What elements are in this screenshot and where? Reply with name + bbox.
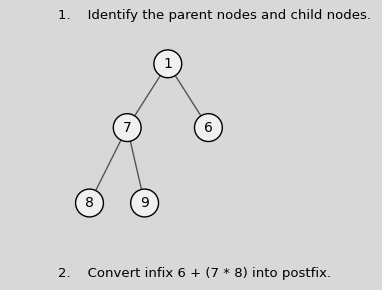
Text: 9: 9 <box>140 196 149 210</box>
Circle shape <box>76 189 104 217</box>
Text: 1.    Identify the parent nodes and child nodes.: 1. Identify the parent nodes and child n… <box>58 9 371 22</box>
Circle shape <box>194 114 222 142</box>
Circle shape <box>113 114 141 142</box>
Text: 6: 6 <box>204 121 213 135</box>
Text: 1: 1 <box>163 57 172 71</box>
Text: 8: 8 <box>85 196 94 210</box>
Circle shape <box>154 50 182 78</box>
Text: 2.    Convert infix 6 + (7 * 8) into postfix.: 2. Convert infix 6 + (7 * 8) into postfi… <box>58 267 331 280</box>
Text: 7: 7 <box>123 121 131 135</box>
Circle shape <box>131 189 159 217</box>
